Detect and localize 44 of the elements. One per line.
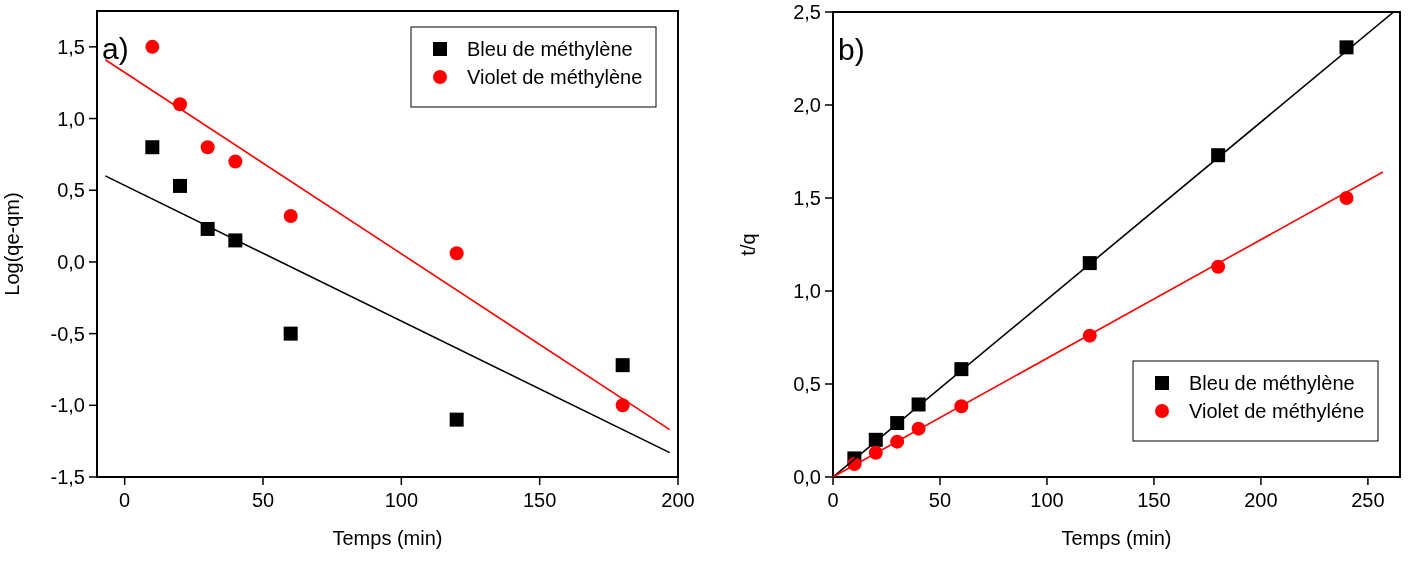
x-tick-label: 200 — [661, 489, 695, 511]
y-tick-label: -1,5 — [50, 466, 85, 488]
y-tick-label: 0,0 — [57, 250, 85, 273]
x-tick-label: 0 — [119, 489, 131, 511]
legend-label: Bleu de méthylène — [1189, 372, 1355, 394]
y-tick-label: 1,5 — [57, 35, 85, 58]
x-axis-title: Temps (min) — [332, 527, 443, 549]
y-tick-label: 1,5 — [793, 187, 821, 209]
legend-label: Violet de méthyléne — [1189, 400, 1365, 422]
annotation: a) — [102, 32, 129, 65]
y-tick-label: 0,0 — [793, 466, 821, 488]
y-axis-title: Log(qe-qm) — [1, 192, 23, 296]
x-tick-label: 100 — [384, 489, 419, 511]
point — [200, 140, 215, 155]
x-tick-label: 150 — [1137, 489, 1171, 511]
y-tick-label: 2,0 — [793, 94, 821, 116]
point — [173, 178, 187, 193]
x-tick-label: 100 — [1030, 489, 1064, 511]
y-tick-label: -0,5 — [50, 322, 85, 345]
x-tick-label: 50 — [928, 489, 952, 511]
y-tick-label: 1,0 — [793, 280, 821, 302]
point — [145, 140, 160, 155]
point — [145, 39, 160, 54]
legend-label: Violet de méthylène — [467, 66, 643, 88]
x-tick-label: 200 — [1244, 489, 1278, 511]
y-tick-label: 1,0 — [57, 107, 85, 130]
y-axis-title: t/q — [737, 233, 759, 256]
point — [449, 246, 464, 261]
x-tick-label: 150 — [522, 489, 557, 511]
y-tick-label: 2,5 — [793, 1, 821, 23]
point — [449, 412, 464, 427]
legend-label: Bleu de méthylène — [467, 38, 633, 60]
y-tick-label: -1,0 — [50, 394, 85, 417]
x-axis-title: Temps (min) — [1061, 527, 1172, 549]
point — [283, 326, 298, 341]
y-tick-label: 0,5 — [793, 373, 821, 395]
annotation: b) — [838, 33, 865, 66]
x-tick-label: 250 — [1351, 489, 1385, 511]
y-tick-label: 0,5 — [57, 179, 85, 202]
x-tick-label: 50 — [251, 489, 275, 511]
point — [283, 209, 298, 224]
point — [228, 154, 243, 169]
point — [615, 358, 630, 373]
x-tick-label: 0 — [827, 489, 839, 511]
